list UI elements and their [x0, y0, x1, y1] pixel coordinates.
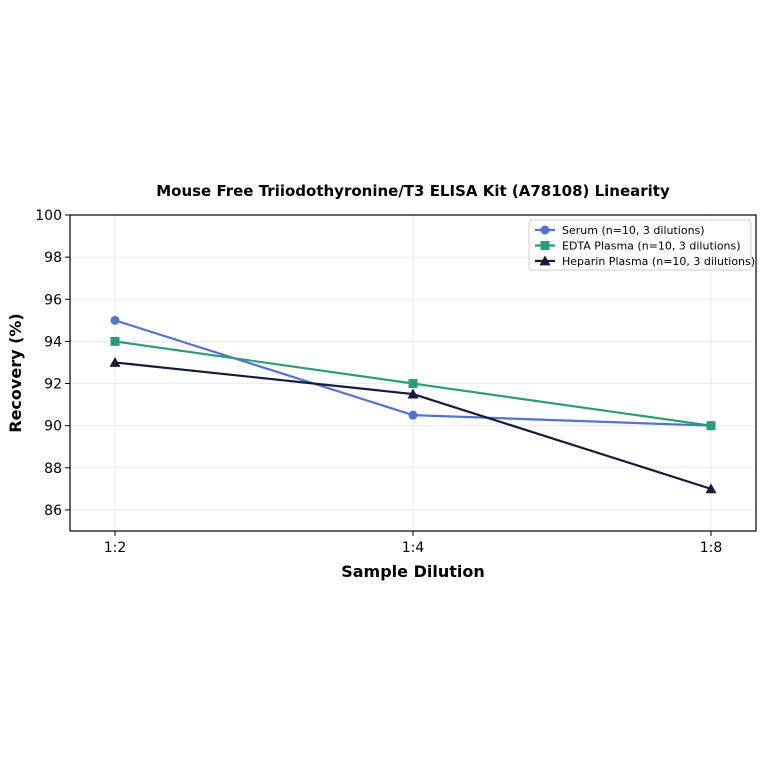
x-tick-label: 1:8: [700, 540, 723, 556]
legend-item: EDTA Plasma (n=10, 3 dilutions): [535, 240, 741, 253]
data-point: [408, 410, 418, 420]
y-axis-label: Recovery (%): [6, 313, 25, 432]
series-layer: [109, 315, 717, 494]
legend-label: EDTA Plasma (n=10, 3 dilutions): [562, 240, 741, 253]
y-tick-label: 98: [44, 250, 62, 266]
y-tick-label: 94: [44, 334, 62, 350]
series-2: [110, 336, 716, 431]
y-tick-label: 90: [44, 419, 62, 435]
chart-title: Mouse Free Triiodothyronine/T3 ELISA Kit…: [156, 182, 670, 200]
data-point: [705, 483, 717, 494]
legend-swatch-marker: [540, 241, 550, 250]
x-axis-ticks: 1:2 1:4 1:8: [104, 531, 723, 556]
legend-swatch-marker: [540, 225, 550, 235]
legend-item: Heparin Plasma (n=10, 3 dilutions): [535, 255, 755, 268]
legend: Serum (n=10, 3 dilutions) EDTA Plasma (n=…: [528, 219, 755, 271]
legend-label: Heparin Plasma (n=10, 3 dilutions): [562, 255, 755, 268]
data-point: [110, 336, 120, 346]
y-tick-label: 86: [44, 503, 62, 519]
y-axis-ticks: 86 88 90 92 94 96 98 100: [35, 208, 70, 519]
legend-box: [528, 219, 752, 271]
x-axis-label: Sample Dilution: [341, 562, 485, 581]
data-point: [408, 379, 418, 389]
data-point: [706, 421, 716, 431]
y-tick-label: 92: [44, 377, 62, 393]
y-tick-label: 100: [35, 208, 62, 224]
data-point: [407, 388, 419, 399]
x-tick-label: 1:4: [402, 540, 425, 556]
legend-item: Serum (n=10, 3 dilutions): [535, 224, 705, 237]
y-tick-label: 96: [44, 292, 62, 308]
data-point: [110, 315, 120, 325]
legend-label: Serum (n=10, 3 dilutions): [562, 224, 705, 237]
x-tick-label: 1:2: [104, 540, 127, 556]
legend-swatch-marker: [539, 255, 551, 266]
data-point: [109, 356, 121, 367]
y-tick-label: 88: [44, 461, 62, 477]
series-3: [109, 356, 717, 494]
